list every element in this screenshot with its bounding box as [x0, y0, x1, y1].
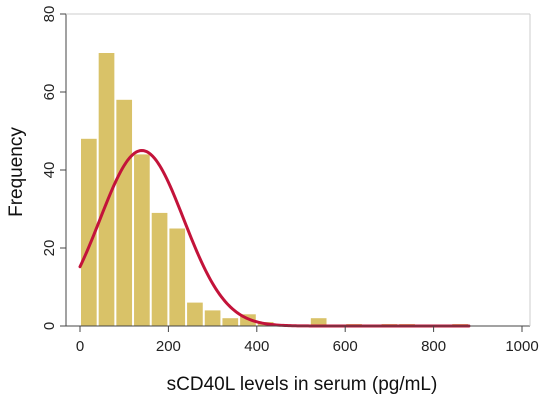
x-tick-label: 200 [156, 338, 181, 355]
histogram-bar-11 [310, 318, 327, 326]
histogram-bar-0 [81, 138, 97, 326]
histogram-bar-7 [204, 310, 221, 326]
y-tick-label: 80 [41, 6, 58, 23]
x-tick-label: 1000 [505, 338, 538, 355]
y-axis-ticks: 0 20 40 60 80 [41, 6, 66, 330]
histogram-bars [81, 53, 468, 326]
x-axis-title: sCD40L levels in serum (pg/mL) [167, 374, 438, 395]
x-tick-label: 400 [244, 338, 269, 355]
y-axis-title: Frequency [6, 127, 27, 217]
axes [65, 13, 531, 327]
y-tick-label: 60 [41, 84, 58, 101]
histogram-bar-8 [222, 318, 239, 326]
x-tick-label: 600 [333, 338, 358, 355]
y-tick-label: 20 [41, 240, 58, 257]
y-tick-label: 0 [41, 322, 58, 330]
histogram-bar-3 [134, 154, 150, 326]
x-tick-label: 0 [76, 338, 84, 355]
y-tick-label: 40 [41, 162, 58, 179]
histogram-bar-6 [187, 302, 203, 326]
histogram-bar-5 [169, 228, 186, 326]
x-axis-ticks: 0 200 400 600 800 1000 [76, 326, 539, 355]
histogram-bar-4 [151, 212, 168, 326]
x-tick-label: 800 [421, 338, 446, 355]
histogram-bar-1 [98, 53, 115, 326]
histogram-bar-2 [116, 99, 133, 326]
